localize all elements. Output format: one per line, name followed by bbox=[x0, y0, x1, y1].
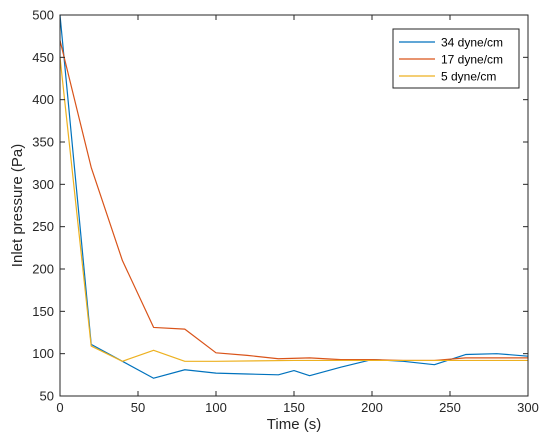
y-tick-label: 100 bbox=[32, 346, 54, 361]
y-tick-label: 500 bbox=[32, 8, 54, 23]
y-tick-label: 50 bbox=[40, 389, 54, 404]
legend: 34 dyne/cm 17 dyne/cm 5 dyne/cm bbox=[392, 28, 520, 89]
x-tick-label: 300 bbox=[517, 400, 539, 415]
series-line-1 bbox=[59, 14, 529, 379]
y-tick-label: 300 bbox=[32, 177, 54, 192]
x-tick-label: 100 bbox=[205, 400, 227, 415]
x-tick-label: 250 bbox=[439, 400, 461, 415]
y-tick-label: 200 bbox=[32, 262, 54, 277]
legend-label-2: 17 dyne/cm bbox=[441, 53, 503, 67]
x-axis-title: Time (s) bbox=[267, 416, 321, 433]
y-tick-label: 250 bbox=[32, 219, 54, 234]
series-layer bbox=[59, 14, 529, 379]
axes-layer: 0 50 100 150 200 250 3005010015020025030035040… bbox=[32, 8, 539, 416]
legend-label-1: 34 dyne/cm bbox=[441, 36, 503, 50]
series-line-2 bbox=[59, 40, 528, 362]
y-tick-label: 400 bbox=[32, 92, 54, 107]
x-tick-label: 200 bbox=[361, 400, 383, 415]
legend-label-3: 5 dyne/cm bbox=[441, 70, 496, 84]
y-tick-label: 450 bbox=[32, 50, 54, 65]
y-axis-title: Inlet pressure (Pa) bbox=[9, 144, 26, 267]
x-tick-label: 150 bbox=[283, 400, 305, 415]
y-tick-label: 150 bbox=[32, 304, 54, 319]
y-tick-label: 350 bbox=[32, 135, 54, 150]
series-line-3 bbox=[59, 57, 528, 362]
x-tick-label: 50 bbox=[131, 400, 145, 415]
x-tick-label: 0 bbox=[56, 400, 63, 415]
